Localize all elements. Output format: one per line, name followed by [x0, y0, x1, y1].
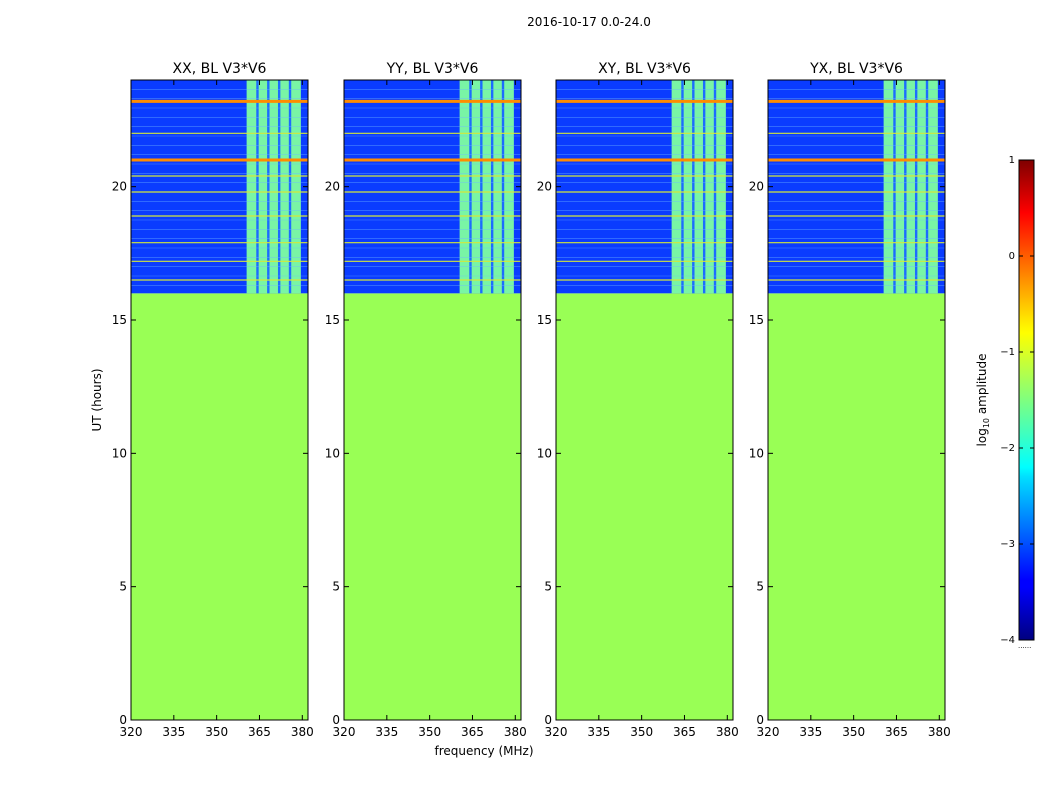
x-tick-label: 380 [291, 725, 314, 739]
x-tick-label: 365 [461, 725, 484, 739]
y-tick-label: 15 [749, 313, 764, 327]
x-tick-label: 350 [205, 725, 228, 739]
y-tick-label: 20 [537, 180, 552, 194]
y-tick-label: 20 [749, 180, 764, 194]
x-tick-label: 320 [333, 725, 356, 739]
band-stripe [925, 80, 929, 294]
x-tick-label: 335 [375, 725, 398, 739]
x-tick-label: 335 [162, 725, 185, 739]
band-stripe [501, 80, 505, 294]
colorbar: 1 0 −1 −2 −3 −4 [1000, 155, 1035, 646]
y-tick-label: 10 [325, 446, 340, 460]
fill-region [344, 293, 521, 720]
y-tick-label: 10 [537, 446, 552, 460]
band-stripe [681, 80, 684, 294]
panel-title: YY, BL V3*V6 [386, 61, 479, 77]
colorbar-tick-label: −2 [1000, 443, 1015, 454]
band-stripe [480, 80, 483, 294]
colorbar-tick-label: 1 [1009, 155, 1015, 166]
band-stripe [893, 80, 896, 294]
fill-region [768, 293, 945, 720]
rfi-band [671, 80, 726, 294]
x-tick-label: 350 [630, 725, 653, 739]
y-tick-label: 15 [112, 313, 127, 327]
colorbar-tick-label: −1 [1000, 347, 1015, 358]
y-tick-label: 0 [544, 713, 552, 727]
y-tick-label: 10 [112, 446, 127, 460]
colorbar-tick-label: 0 [1009, 251, 1015, 262]
x-tick-label: 380 [716, 725, 739, 739]
colorbar-tick-label: −3 [1000, 539, 1015, 550]
band-stripe [490, 80, 494, 294]
y-tick-label: 0 [119, 713, 127, 727]
y-tick-label: 0 [332, 713, 340, 727]
band-stripe [469, 80, 472, 294]
band-stripe [713, 80, 717, 294]
y-tick-label: 5 [119, 580, 127, 594]
y-tick-label: 5 [332, 580, 340, 594]
x-tick-label: 365 [248, 725, 271, 739]
fill-region [556, 293, 733, 720]
band-stripe [267, 80, 270, 294]
panel-title: YX, BL V3*V6 [809, 61, 903, 77]
y-tick-label: 5 [756, 580, 764, 594]
band-stripe [288, 80, 292, 294]
x-tick-label: 350 [418, 725, 441, 739]
band-stripe [256, 80, 259, 294]
y-tick-label: 15 [325, 313, 340, 327]
x-tick-label: 335 [587, 725, 610, 739]
band-stripe [914, 80, 918, 294]
panel-title: XX, BL V3*V6 [173, 61, 267, 77]
y-tick-label: 20 [325, 180, 340, 194]
x-tick-label: 320 [545, 725, 568, 739]
x-tick-label: 365 [673, 725, 696, 739]
colorbar-label: log10 amplitude [975, 354, 991, 447]
fill-region [131, 293, 308, 720]
rfi-band [246, 80, 301, 294]
x-tick-label: 320 [120, 725, 143, 739]
y-tick-label: 0 [756, 713, 764, 727]
colorbar-tick-label: −4 [1000, 635, 1015, 646]
colorbar-bar [1018, 159, 1035, 641]
band-stripe [277, 80, 281, 294]
colorbar-footnote: ...... [1018, 642, 1031, 650]
x-tick-label: 320 [757, 725, 780, 739]
panel-yy: 320 335 350 365 380 0 5 10 15 20 YY, BL V3*V6 [325, 61, 527, 739]
y-tick-label: 10 [749, 446, 764, 460]
x-tick-label: 365 [885, 725, 908, 739]
panel-xx: 320 335 350 365 380 0 5 10 15 20 XX, BL V3*V6 [112, 61, 314, 739]
band-stripe [692, 80, 695, 294]
y-tick-label: 15 [537, 313, 552, 327]
band-stripe [702, 80, 706, 294]
rfi-band [883, 80, 938, 294]
band-stripe [904, 80, 907, 294]
rfi-band [459, 80, 514, 294]
y-tick-label: 20 [112, 180, 127, 194]
axes-frame [555, 79, 734, 721]
x-tick-label: 380 [928, 725, 951, 739]
x-tick-label: 350 [842, 725, 865, 739]
y-tick-label: 5 [544, 580, 552, 594]
figure-suptitle: 2016-10-17 0.0-24.0 [527, 15, 651, 29]
x-tick-label: 380 [504, 725, 527, 739]
axes-frame [767, 79, 946, 721]
panel-yx: 320 335 350 365 380 0 5 10 15 20 YX, BL V3*V6 [749, 61, 951, 739]
axes-frame [343, 79, 522, 721]
panel-xy: 320 335 350 365 380 0 5 10 15 20 XY, BL V3*V6 [537, 61, 739, 739]
y-axis-label: UT (hours) [90, 368, 104, 431]
panel-title: XY, BL V3*V6 [598, 61, 691, 77]
x-axis-label: frequency (MHz) [434, 744, 533, 758]
axes-frame [130, 79, 309, 721]
x-tick-label: 335 [799, 725, 822, 739]
